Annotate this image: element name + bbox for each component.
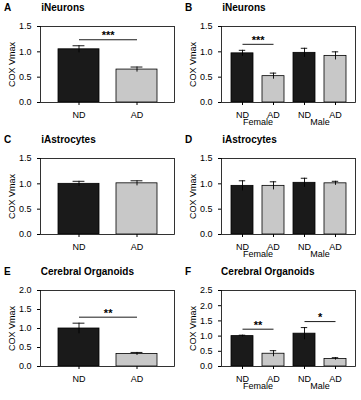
html-text:iNeurons: iNeurons — [222, 2, 266, 13]
svg-text:0.0: 0.0 — [19, 229, 32, 239]
svg-text:AD: AD — [329, 374, 342, 384]
svg-text:ND: ND — [236, 109, 249, 120]
html-text:D: D — [185, 134, 193, 145]
svg-text:2.0: 2.0 — [19, 285, 32, 295]
svg-text:2.0: 2.0 — [200, 301, 213, 311]
svg-text:Male: Male — [310, 117, 330, 127]
svg-text:*: * — [318, 311, 323, 323]
svg-text:1.0: 1.0 — [19, 179, 32, 189]
svg-text:1.5: 1.5 — [200, 153, 213, 163]
svg-text:***: *** — [102, 29, 116, 41]
svg-text:ND: ND — [73, 242, 86, 252]
svg-text:1.5: 1.5 — [19, 304, 32, 314]
svg-text:0.5: 0.5 — [200, 346, 213, 356]
svg-text:0.0: 0.0 — [200, 361, 213, 371]
svg-text:AD: AD — [131, 374, 144, 384]
svg-text:1.5: 1.5 — [19, 153, 32, 163]
svg-text:ND: ND — [236, 241, 249, 252]
svg-text:AD: AD — [267, 241, 280, 252]
svg-text:Female: Female — [243, 249, 273, 259]
svg-text:AD: AD — [329, 242, 342, 252]
svg-text:0.0: 0.0 — [200, 97, 213, 107]
html-text:iNeurons: iNeurons — [41, 2, 85, 13]
svg-text:1.0: 1.0 — [200, 179, 213, 189]
svg-text:0.5: 0.5 — [19, 72, 32, 82]
svg-text:1.5: 1.5 — [19, 21, 32, 31]
svg-text:***: *** — [252, 34, 266, 46]
svg-text:ND: ND — [298, 109, 311, 120]
svg-text:ND: ND — [73, 110, 86, 120]
svg-text:COX Vmax: COX Vmax — [188, 173, 198, 219]
svg-text:0.5: 0.5 — [200, 204, 213, 214]
svg-text:AD: AD — [131, 110, 144, 120]
svg-text:1.0: 1.0 — [200, 331, 213, 341]
svg-text:Male: Male — [310, 381, 330, 391]
svg-text:ND: ND — [236, 373, 249, 384]
svg-text:COX Vmax: COX Vmax — [188, 305, 198, 351]
svg-text:AD: AD — [329, 110, 342, 120]
svg-text:AD: AD — [267, 373, 280, 384]
html-text:C: C — [4, 134, 12, 145]
svg-text:0.0: 0.0 — [19, 361, 32, 371]
svg-text:Female: Female — [243, 117, 273, 127]
svg-text:Female: Female — [243, 381, 273, 391]
html-text:B: B — [185, 2, 193, 13]
html-text:iAstrocytes: iAstrocytes — [41, 134, 96, 145]
svg-text:AD: AD — [131, 242, 144, 252]
svg-text:0.5: 0.5 — [19, 342, 32, 352]
html-text:E: E — [4, 266, 11, 277]
svg-text:**: ** — [104, 307, 113, 319]
svg-text:0.0: 0.0 — [200, 229, 213, 239]
svg-text:ND: ND — [298, 241, 311, 252]
svg-text:0.5: 0.5 — [200, 72, 213, 82]
html-text:Cerebral Organoids: Cerebral Organoids — [40, 266, 134, 277]
html-text:A: A — [4, 2, 12, 13]
svg-text:COX Vmax: COX Vmax — [7, 41, 17, 87]
svg-text:0.0: 0.0 — [19, 97, 32, 107]
html-text:iAstrocytes: iAstrocytes — [222, 134, 277, 145]
svg-text:2.5: 2.5 — [200, 285, 213, 295]
html-text:F: F — [185, 266, 192, 277]
svg-text:0.5: 0.5 — [19, 204, 32, 214]
svg-text:COX Vmax: COX Vmax — [7, 305, 17, 351]
svg-text:COX Vmax: COX Vmax — [7, 173, 17, 219]
svg-text:Male: Male — [310, 249, 330, 259]
html-text:Cerebral Organoids: Cerebral Organoids — [221, 266, 315, 277]
svg-text:**: ** — [254, 319, 263, 331]
svg-text:1.5: 1.5 — [200, 21, 213, 31]
svg-text:1.0: 1.0 — [19, 47, 32, 57]
svg-text:ND: ND — [298, 373, 311, 384]
svg-text:ND: ND — [73, 374, 86, 384]
svg-text:1.5: 1.5 — [200, 316, 213, 326]
svg-text:1.0: 1.0 — [200, 47, 213, 57]
svg-text:1.0: 1.0 — [19, 323, 32, 333]
svg-text:COX Vmax: COX Vmax — [188, 41, 198, 87]
svg-text:AD: AD — [267, 109, 280, 120]
